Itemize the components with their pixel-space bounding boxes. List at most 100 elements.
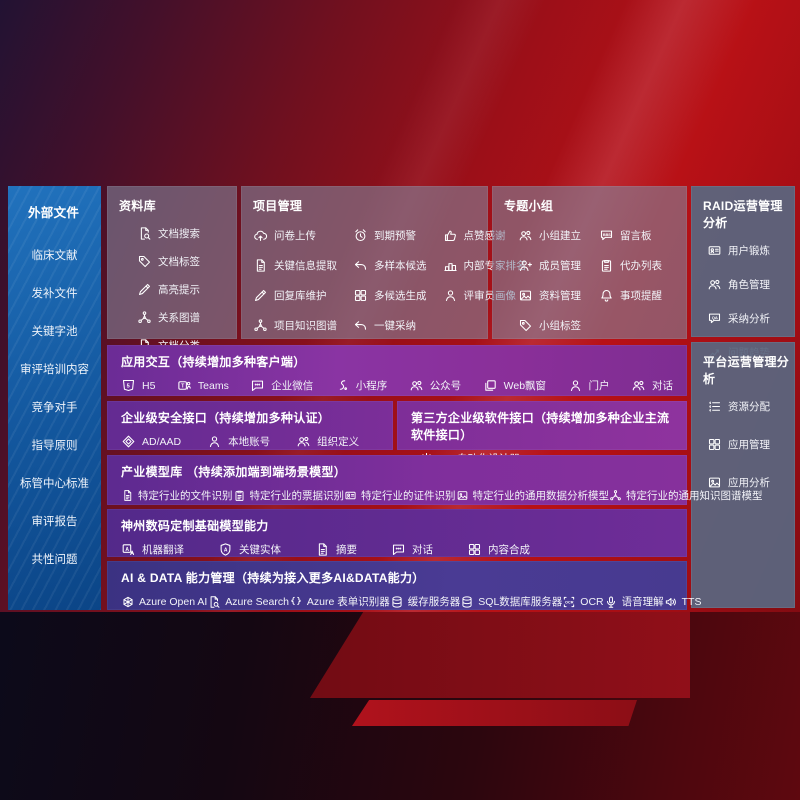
- feature-item: 关系图谱: [137, 310, 237, 325]
- service-label: SQL数据库服务器: [478, 596, 563, 608]
- capability-item: 内容合成: [467, 542, 530, 557]
- h5-icon: [121, 378, 136, 393]
- people-icon: [707, 277, 722, 292]
- sidebar-items: 临床文献 发补文件 关键字池 审评培训内容 竞争对手 指导原则 标管中心标准 审评报告 共性问题: [8, 247, 101, 567]
- service-label: Azure Search: [225, 595, 289, 608]
- reply-icon: [353, 318, 368, 333]
- feature-item: 到期预警: [353, 228, 427, 243]
- db-icon: [390, 595, 404, 609]
- feature-label: 多样本候选: [374, 260, 427, 272]
- feature-label: 用户锻炼: [728, 245, 770, 257]
- service-item: Azure Search: [207, 595, 289, 609]
- qa-icon: [707, 311, 722, 326]
- feature-label: 项目知识图谱: [274, 320, 337, 332]
- client-label: 门户: [588, 380, 610, 392]
- feature-item: 成员管理: [518, 258, 581, 273]
- capability-label: 对话: [412, 544, 433, 556]
- doc-icon: [253, 258, 268, 273]
- image-icon: [518, 288, 533, 303]
- panel-platform-title: 平台运营管理分析: [703, 355, 790, 386]
- project-items: 问卷上传 到期预警 点赞感谢 关键信息提取 多样本候选 内部专家排名: [253, 228, 527, 333]
- model-label: 特定行业的文件识别: [138, 490, 233, 502]
- feature-label: 应用分析: [728, 477, 770, 489]
- tts-icon: [664, 595, 678, 609]
- capability-label: 机器翻译: [142, 544, 184, 556]
- feature-label: 高亮提示: [158, 284, 200, 296]
- background-red-shape: [310, 612, 690, 698]
- people-icon: [296, 434, 311, 449]
- db-icon: [460, 595, 474, 609]
- capability-item: 机器翻译: [121, 542, 184, 557]
- band-thirdparty-title: 第三方企业级软件接口（持续增加多种企业主流软件接口）: [411, 411, 670, 442]
- model-item: 特定行业的通用数据分析模型: [456, 488, 609, 503]
- feature-label: 关键信息提取: [274, 260, 337, 272]
- feature-item: 留言板: [599, 228, 662, 243]
- interaction-items: H5 Teams 企业微信 小程序 公众号 Web飘窗: [121, 378, 673, 393]
- feature-item: 小组标签: [518, 318, 581, 333]
- feature-label: 成员管理: [539, 260, 581, 272]
- grid-icon: [467, 542, 482, 557]
- person-icon: [443, 288, 458, 303]
- scurve-icon: [335, 378, 350, 393]
- capability-label: 摘要: [336, 544, 357, 556]
- panel-project-title: 项目管理: [253, 199, 303, 213]
- people-icon: [631, 378, 646, 393]
- clipboard-icon: [599, 258, 614, 273]
- feature-label: 一键采纳: [374, 320, 416, 332]
- group-items: 小组建立 留言板 成员管理 代办列表 资料管理 事项提醒: [504, 228, 687, 333]
- band-ai-data-management: AI & DATA 能力管理（持续为接入更多AI&DATA能力） Azure O…: [107, 561, 701, 610]
- feature-label: 代办列表: [620, 260, 662, 272]
- panel-library: 资料库 文档搜索 文档标签 高亮提示 关系图谱 文档分类: [107, 186, 237, 352]
- idcard-icon: [707, 243, 722, 258]
- cloud-up-icon: [253, 228, 268, 243]
- bell-icon: [599, 288, 614, 303]
- person-icon: [207, 434, 222, 449]
- client-item: 公众号: [409, 378, 461, 393]
- sidebar-item: 指导原则: [31, 440, 78, 452]
- feature-item: 采纳分析: [707, 311, 795, 326]
- band-foundation-title: 神州数码定制基础模型能力: [121, 519, 269, 533]
- service-label: OCR: [580, 595, 604, 608]
- model-items: 特定行业的文件识别 特定行业的票据识别 特定行业的证件识别 特定行业的通用数据分…: [121, 488, 763, 503]
- doc-search-icon: [207, 595, 221, 609]
- sidebar-item: 审评培训内容: [20, 364, 89, 376]
- clipboard-icon: [233, 489, 246, 502]
- service-label: Azure Open AI: [139, 595, 208, 608]
- client-label: 企业微信: [271, 380, 314, 392]
- people-icon: [518, 228, 533, 243]
- feature-item: 回复库维护: [253, 288, 337, 303]
- feature-item: 多样本候选: [353, 258, 427, 273]
- client-label: 小程序: [355, 380, 388, 392]
- panel-topic-group: 专题小组 小组建立 留言板 成员管理 代办列表 资料管理: [492, 186, 687, 339]
- sidebar-item: 标管中心标准: [20, 478, 89, 490]
- feature-item: 事项提醒: [599, 288, 662, 303]
- bbs-icon: [599, 228, 614, 243]
- reply-icon: [353, 258, 368, 273]
- model-item: 特定行业的证件识别: [344, 488, 456, 503]
- sidebar-item: 审评报告: [31, 516, 78, 528]
- translate-icon: [121, 542, 136, 557]
- external-files-sidebar: 外部文件 临床文献 发补文件 关键字池 审评培训内容 竞争对手 指导原则 标管中心标准 审评报…: [8, 186, 101, 610]
- capability-item: 对话: [391, 542, 433, 557]
- feature-item: 高亮提示: [137, 282, 237, 297]
- band-aidata-title: AI & DATA 能力管理（持续为接入更多AI&DATA能力）: [121, 571, 425, 585]
- client-item: Web飘窗: [483, 378, 546, 393]
- service-item: 缓存服务器: [390, 594, 460, 609]
- panel-raid-analysis: RAID运营管理分析 用户锻炼 角色管理 采纳分析 问题趋势: [691, 186, 795, 359]
- feature-label: 小组建立: [539, 230, 581, 242]
- band-security-interface: 企业级安全接口（持续增加多种认证） AD/AAD 本地账号 组织定义: [107, 401, 393, 450]
- chat-icon: [250, 378, 265, 393]
- feature-label: 采纳分析: [728, 313, 770, 325]
- feature-item: 资源分配: [707, 399, 795, 414]
- capability-item: 摘要: [315, 542, 357, 557]
- window-icon: [483, 378, 498, 393]
- client-label: Teams: [197, 379, 229, 392]
- network-icon: [137, 310, 152, 325]
- network-icon: [253, 318, 268, 333]
- feature-item: 应用分析: [707, 475, 795, 490]
- feature-label: 回复库维护: [274, 290, 327, 302]
- service-item: SQL数据库服务器: [460, 594, 562, 609]
- client-label: 对话: [651, 380, 673, 392]
- openai-icon: [121, 595, 135, 609]
